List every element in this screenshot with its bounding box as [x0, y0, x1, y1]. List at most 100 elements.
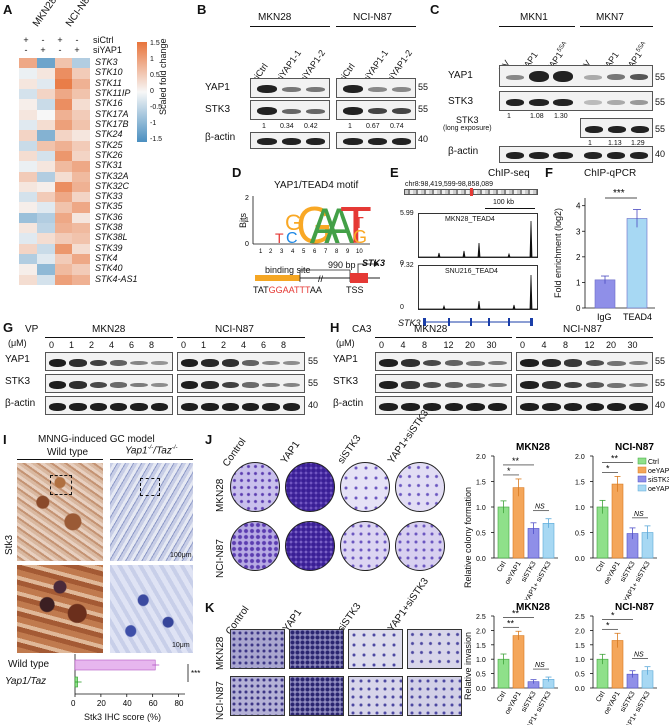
- band: [181, 403, 199, 411]
- band: [110, 360, 128, 366]
- band: [130, 382, 148, 388]
- heatmap-cell: [36, 130, 55, 141]
- bar: [74, 659, 156, 671]
- y-tick-label: 0.5: [476, 531, 486, 538]
- heatmap-cell: [36, 88, 55, 100]
- band: [466, 360, 486, 366]
- heatmap-colorbar: [137, 42, 147, 142]
- band: [585, 359, 605, 367]
- heatmap-cell: [36, 181, 55, 193]
- panel-letter-a: A: [3, 2, 13, 17]
- heatmap-gene-label: STK25: [95, 139, 123, 150]
- band: [466, 382, 486, 388]
- track1-min: 0: [400, 260, 404, 267]
- dose-label: 20: [606, 340, 617, 350]
- band: [379, 403, 398, 411]
- break-mark: //: [318, 274, 324, 284]
- band: [110, 382, 128, 388]
- colony-dish: [285, 521, 335, 571]
- heatmap-cell: [36, 223, 55, 234]
- western-blot: [516, 374, 653, 393]
- ihc-image-ko-high: [110, 565, 193, 653]
- dose-label: 4: [109, 340, 115, 350]
- band: [520, 403, 539, 411]
- western-blot: [45, 352, 173, 371]
- chipseq-peaks-1: [418, 220, 538, 258]
- colony-chart-ncin87: NCI-N87 0.0 0.5 1.0 1.5 2.0 Ctrl oeYAP1 siSTK3 oe…: [575, 442, 669, 600]
- heatmap-cell: [72, 161, 91, 172]
- western-blot-actin-c: [499, 146, 653, 163]
- colorbar-tick: 1.5: [150, 40, 160, 47]
- western-blot-stk3-long-c: [580, 118, 653, 138]
- ihc-image-wt-high: [17, 565, 103, 653]
- logo-letter: G: [353, 227, 367, 247]
- band: [221, 403, 239, 411]
- x-tick-label: 60: [149, 699, 158, 708]
- western-blot-yap1-c: [499, 65, 653, 87]
- band: [563, 403, 583, 411]
- heatmap-gene-label: STK31: [95, 160, 123, 171]
- heatmap-cell: [36, 150, 55, 162]
- chipseq-title: ChIP-seq: [488, 168, 530, 179]
- heatmap-gene-label: STK17B: [95, 118, 129, 129]
- legend-label: siSTK3: [648, 477, 669, 484]
- blot-row-label: β-actin: [5, 398, 36, 409]
- dose-label: 8: [563, 340, 569, 350]
- band: [150, 403, 168, 411]
- ihc-image-wt-low: [17, 463, 103, 561]
- x-tick-label: 0: [71, 699, 76, 708]
- y-tick-label: 0.0: [476, 686, 486, 693]
- scale-label: 100 kb: [493, 199, 515, 206]
- blot-row-label: YAP1: [5, 354, 30, 365]
- blot-row-label: YAP1: [448, 70, 473, 81]
- cell-underline: [250, 26, 330, 27]
- colorbar-tick: -1: [150, 120, 157, 127]
- heatmap-gene-label: STK16: [95, 98, 123, 109]
- heatmap-cell: [19, 58, 38, 69]
- heatmap-cell: [54, 202, 73, 214]
- col-underline: [17, 459, 103, 460]
- x-tick-label: Ctrl: [595, 690, 607, 703]
- bar: [512, 635, 525, 689]
- heatmap-cell: [72, 223, 91, 234]
- unit-label: (μM): [336, 338, 355, 348]
- heatmap-cell: [36, 233, 55, 245]
- band: [221, 381, 239, 389]
- bar: [497, 506, 510, 559]
- colorbar-ticks: 1.5 1 0.5 0 -0.5 -1 -1.5: [150, 40, 180, 145]
- heatmap-cell: [72, 140, 91, 152]
- row-label: MKN28: [215, 478, 226, 512]
- ihc-col-wt: Wild type: [47, 447, 89, 458]
- heatmap-cell: [36, 109, 55, 121]
- western-blot: [375, 352, 512, 371]
- dose-label: 4: [400, 340, 406, 350]
- transwell-image: [407, 676, 462, 716]
- heatmap-cell: [72, 99, 91, 110]
- cell-underline: [336, 26, 416, 27]
- blot-row-label: β-actin: [205, 132, 236, 143]
- heatmap-cell: [19, 68, 38, 80]
- western-blot: [177, 374, 305, 393]
- heatmap-cell: [19, 130, 38, 141]
- blot-row-label: β-actin: [448, 146, 479, 157]
- western-blot: [375, 374, 512, 393]
- band: [130, 403, 148, 411]
- transwell-image: [407, 629, 462, 669]
- logo-xtick: 6: [313, 249, 317, 255]
- mw-marker: 55: [308, 378, 319, 388]
- condition-label: YAP1: [278, 439, 303, 466]
- heatmap-cell: [54, 58, 73, 69]
- sign: -: [41, 35, 45, 45]
- heatmap-cell: [54, 99, 73, 110]
- mw-marker: 55: [655, 356, 666, 366]
- band: [262, 360, 280, 366]
- quant-value: 1: [348, 123, 352, 130]
- y-tick-label: 2.0: [476, 454, 486, 461]
- y-tick-label: 2.0: [476, 628, 486, 635]
- band: [444, 360, 464, 366]
- mw-marker: 40: [655, 149, 666, 159]
- y-tick-label: 2.0: [575, 454, 585, 461]
- panel-letter-b: B: [197, 2, 207, 17]
- tss-label: TSS: [346, 285, 364, 295]
- heatmap-gene-labels: STK3 STK10 STK11 STK11IP STK16 STK17A STK17B ST…: [95, 57, 155, 285]
